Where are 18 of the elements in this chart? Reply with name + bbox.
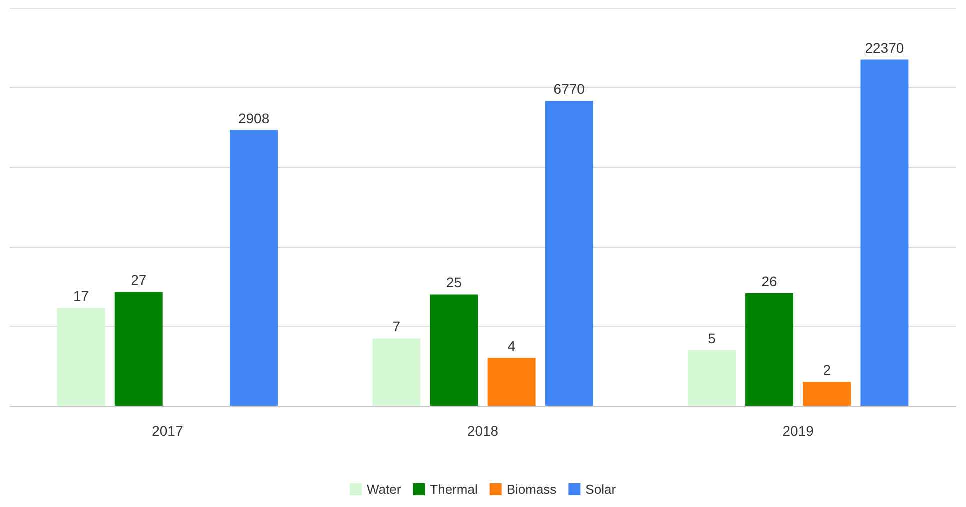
data-label: 4 bbox=[508, 338, 516, 354]
x-tick-label: 2018 bbox=[467, 423, 499, 439]
legend-label: Thermal bbox=[430, 482, 478, 497]
data-label: 22370 bbox=[865, 40, 904, 56]
data-label: 27 bbox=[131, 272, 147, 288]
data-label: 26 bbox=[762, 273, 778, 290]
x-tick-label: 2019 bbox=[782, 423, 814, 439]
legend-label: Solar bbox=[586, 482, 617, 497]
legend-label: Biomass bbox=[506, 482, 558, 497]
data-label: 2908 bbox=[238, 110, 270, 126]
data-label: 25 bbox=[446, 274, 462, 291]
data-label: 2 bbox=[823, 362, 832, 378]
data-label: 17 bbox=[74, 288, 90, 304]
data-label: 7 bbox=[392, 318, 401, 335]
legend-label: Water bbox=[366, 482, 402, 497]
data-label: 6770 bbox=[554, 81, 586, 98]
data-label: 5 bbox=[708, 330, 716, 346]
x-tick-label: 2017 bbox=[152, 423, 184, 439]
